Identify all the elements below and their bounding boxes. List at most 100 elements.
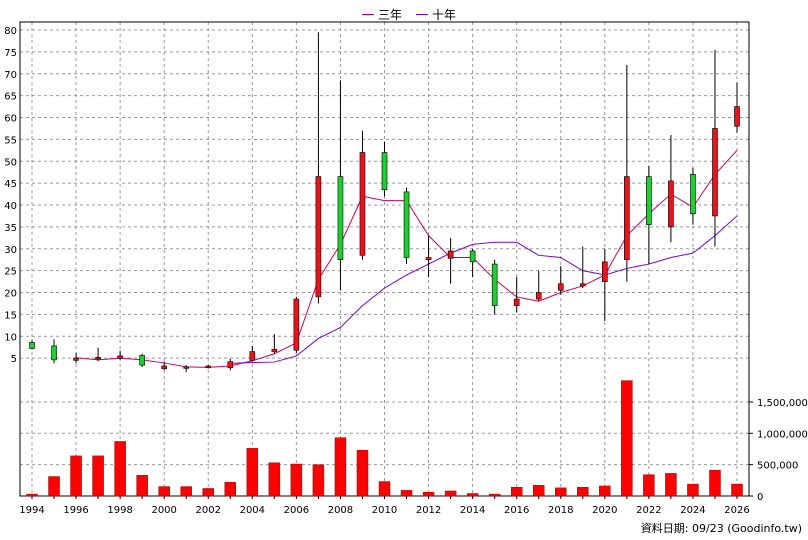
- volume-bar: [334, 437, 347, 497]
- candle-body: [29, 342, 35, 349]
- legend-item-10yr: 十年: [416, 6, 456, 23]
- price-tick-label: 55: [4, 135, 17, 146]
- price-tick-label: 50: [4, 157, 17, 168]
- price-tick-label: 70: [4, 70, 17, 81]
- volume-bar: [466, 493, 479, 497]
- volume-bar: [709, 470, 721, 497]
- volume-bar: [400, 490, 413, 497]
- price-tick-label: 20: [4, 289, 17, 300]
- volume-bar: [246, 448, 259, 497]
- x-tick-label: 2026: [724, 505, 749, 516]
- price-tick-label: 80: [4, 26, 17, 37]
- legend-swatch-3yr: [362, 14, 374, 15]
- candle-body: [73, 357, 79, 361]
- price-tick-label: 65: [4, 92, 17, 103]
- price-tick-label: 45: [4, 179, 17, 190]
- volume-bar: [731, 483, 743, 497]
- candle-body: [139, 355, 145, 366]
- volume-bar: [114, 441, 126, 497]
- candle-body: [403, 191, 410, 258]
- x-tick-label: 2002: [196, 505, 221, 516]
- candle-body: [293, 298, 300, 351]
- volume-bar: [488, 493, 501, 497]
- volume-bar: [665, 473, 677, 497]
- volume-bar: [202, 488, 214, 497]
- price-tick-label: 5: [11, 354, 17, 365]
- data-date-credit: 資料日期: 09/23 (Goodinfo.tw): [640, 522, 802, 535]
- candle-body: [381, 152, 388, 190]
- candle-body: [557, 283, 564, 291]
- volume-bar: [70, 455, 82, 497]
- candle-body: [734, 106, 740, 127]
- candle-body: [712, 128, 718, 217]
- x-tick-label: 2006: [284, 505, 309, 516]
- volume-tick-label: 1,500,000: [757, 398, 808, 409]
- x-tick-label: 2018: [548, 505, 573, 516]
- candle-body: [624, 176, 630, 260]
- candle-body: [425, 257, 432, 260]
- candle-body: [315, 176, 322, 298]
- volume-bar: [599, 485, 611, 497]
- candle-body: [668, 180, 674, 228]
- candle-body: [161, 365, 167, 369]
- volume-bar: [158, 486, 170, 497]
- volume-bar: [532, 485, 545, 497]
- price-tick-label: 10: [4, 332, 17, 343]
- candle-body: [579, 283, 586, 287]
- candle-body: [447, 250, 454, 259]
- candle-body: [117, 355, 123, 359]
- price-tick-label: 15: [4, 310, 17, 321]
- price-tick-label: 30: [4, 245, 17, 256]
- x-tick-label: 2000: [151, 505, 176, 516]
- candle-body: [205, 365, 212, 368]
- legend-swatch-10yr: [416, 14, 429, 15]
- volume-bar: [643, 474, 655, 497]
- price-tick-label: 75: [4, 48, 17, 59]
- x-tick-label: 1996: [63, 505, 88, 516]
- x-tick-label: 2022: [636, 505, 661, 516]
- volume-bar: [26, 493, 38, 497]
- volume-bar: [422, 491, 435, 497]
- legend-label-3yr: 三年: [378, 8, 403, 22]
- volume-bar: [136, 475, 148, 497]
- volume-bar: [378, 481, 391, 497]
- x-tick-label: 2020: [592, 505, 617, 516]
- volume-bar: [92, 455, 104, 497]
- x-tick-label: 2014: [460, 505, 485, 516]
- candle-body: [95, 356, 101, 360]
- x-tick-label: 2010: [372, 505, 397, 516]
- x-tick-label: 2012: [416, 505, 441, 516]
- volume-bar: [555, 487, 567, 497]
- price-tick-label: 40: [4, 201, 17, 212]
- price-tick-label: 25: [4, 267, 17, 278]
- volume-tick-label: 500,000: [757, 461, 798, 472]
- candle-body: [513, 298, 520, 306]
- volume-bar: [444, 490, 457, 497]
- candle-body: [183, 366, 190, 369]
- volume-bar: [268, 462, 281, 497]
- price-tick-label: 35: [4, 223, 17, 234]
- candle-body: [690, 174, 696, 215]
- volume-bar: [577, 486, 589, 497]
- legend-item-3yr: 三年: [362, 6, 402, 23]
- ma-line-10yr: [230, 215, 738, 364]
- volume-bar: [687, 483, 699, 497]
- volume-bar: [180, 486, 192, 497]
- x-tick-label: 2016: [504, 505, 529, 516]
- price-tick-label: 60: [4, 114, 17, 125]
- x-tick-label: 2008: [328, 505, 353, 516]
- x-tick-label: 2024: [680, 505, 705, 516]
- volume-tick-label: 0: [757, 492, 763, 503]
- candle-body: [271, 349, 278, 352]
- candle-body: [337, 176, 344, 260]
- volume-bar: [312, 464, 325, 497]
- legend-label-10yr: 十年: [432, 8, 457, 22]
- volume-bar: [621, 380, 633, 497]
- candle-body: [491, 263, 498, 306]
- x-tick-label: 2004: [240, 505, 265, 516]
- volume-bar: [224, 481, 237, 497]
- volume-bar: [356, 449, 369, 497]
- candle-body: [602, 261, 608, 282]
- candle-body: [646, 176, 652, 225]
